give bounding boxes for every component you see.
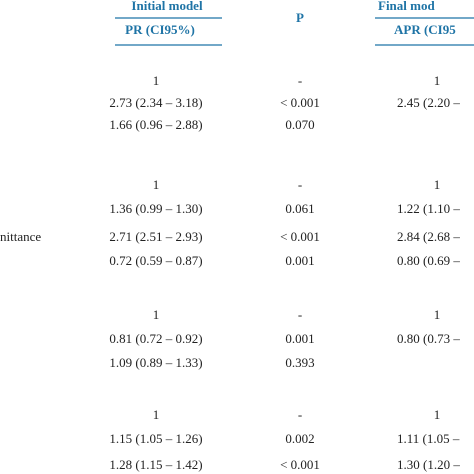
- header-p: P: [296, 10, 304, 25]
- p-cell: 0.001: [285, 331, 314, 346]
- pr-cell: 1: [153, 307, 160, 322]
- pr-cell: 1: [153, 177, 160, 192]
- apr-cell: 1.11 (1.05 –: [397, 431, 460, 446]
- apr-cell: 2.84 (2.68 –: [397, 229, 460, 244]
- header-initial-model: Initial model: [131, 0, 203, 13]
- pr-cell: 1: [153, 73, 160, 88]
- pr-cell: 0.72 (0.59 – 0.87): [109, 253, 202, 268]
- pr-cell: 1.09 (0.89 – 1.33): [109, 355, 202, 370]
- apr-cell: 1: [434, 177, 441, 192]
- p-cell: 0.001: [285, 253, 314, 268]
- pr-cell: 1: [153, 407, 160, 422]
- apr-cell: 1.22 (1.10 –: [397, 201, 460, 216]
- pr-cell: 1.36 (0.99 – 1.30): [109, 201, 202, 216]
- pr-cell: 1.15 (1.05 – 1.26): [109, 431, 202, 446]
- p-cell: < 0.001: [280, 95, 320, 110]
- pr-cell: 2.71 (2.51 – 2.93): [109, 229, 202, 244]
- p-cell: -: [298, 407, 302, 422]
- header-final-model: Final mod: [378, 0, 435, 13]
- pr-cell: 0.81 (0.72 – 0.92): [109, 331, 202, 346]
- p-cell: < 0.001: [280, 229, 320, 244]
- pr-cell: 1.28 (1.15 – 1.42): [109, 457, 202, 472]
- p-cell: 0.393: [285, 355, 314, 370]
- apr-cell: 1: [434, 407, 441, 422]
- header-pr: PR (CI95%): [125, 22, 195, 37]
- p-cell: -: [298, 177, 302, 192]
- p-cell: 0.002: [285, 431, 314, 446]
- p-cell: < 0.001: [280, 457, 320, 472]
- pr-cell: 1.66 (0.96 – 2.88): [109, 117, 202, 132]
- row-label: nittance: [0, 229, 41, 244]
- apr-cell: 1: [434, 73, 441, 88]
- header-apr: APR (CI95: [394, 22, 456, 37]
- apr-cell: 1.30 (1.20 –: [397, 457, 460, 472]
- apr-cell: 0.80 (0.69 –: [397, 253, 460, 268]
- p-cell: 0.061: [285, 201, 314, 216]
- pr-cell: 2.73 (2.34 – 3.18): [109, 95, 202, 110]
- p-cell: -: [298, 73, 302, 88]
- p-cell: -: [298, 307, 302, 322]
- p-cell: 0.070: [285, 117, 314, 132]
- apr-cell: 2.45 (2.20 –: [397, 95, 460, 110]
- apr-cell: 0.80 (0.73 –: [397, 331, 460, 346]
- apr-cell: 1: [434, 307, 441, 322]
